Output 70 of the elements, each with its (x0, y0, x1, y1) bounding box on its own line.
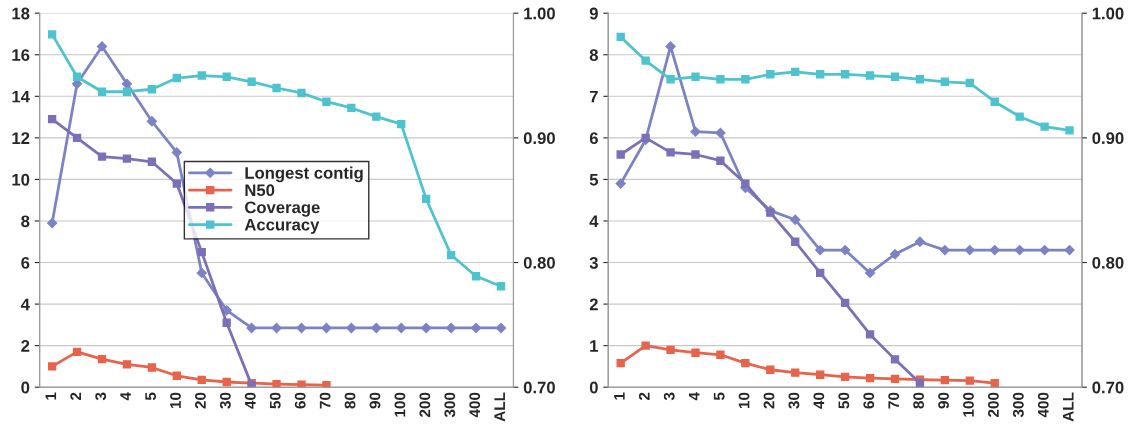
x-tick-label: 2 (638, 392, 650, 401)
y2-tick-label: 1.00 (1092, 7, 1124, 20)
x-tick-label: 100 (394, 392, 406, 417)
y-tick-label: 6 (589, 132, 598, 145)
x-tick-label: 20 (195, 392, 206, 409)
x-tick-label: 40 (244, 392, 256, 409)
x-tick-label: 300 (1012, 392, 1024, 418)
x-tick-label: 70 (319, 392, 331, 409)
x-tick-label: 70 (888, 392, 900, 409)
y-tick-label: 2 (21, 340, 30, 352)
y-tick-label: 18 (12, 7, 30, 20)
x-tick-label: 30 (219, 392, 231, 409)
y-tick-label: 4 (589, 215, 599, 228)
x-tick-label: 5 (713, 392, 725, 401)
x-tick-label: ALL (1062, 392, 1074, 422)
y-tick-label: 8 (589, 49, 598, 61)
y-tick-label: 1 (590, 340, 599, 352)
x-tick-label: 20 (763, 392, 775, 409)
y2-tick-label: 0.90 (1092, 132, 1124, 145)
x-tick-label: 60 (863, 392, 875, 409)
x-tick-label: 10 (170, 392, 181, 409)
y-tick-label: 4 (20, 298, 30, 311)
y2-tick-label: 0.80 (523, 256, 555, 269)
x-tick-label: 400 (469, 392, 481, 418)
y-tick-label: 2 (589, 298, 598, 311)
y-tick-label: 12 (12, 132, 30, 144)
y-tick-label: 6 (21, 256, 30, 269)
x-tick-label: ALL (494, 392, 505, 422)
y-tick-label: 7 (589, 90, 598, 103)
x-tick-label: 200 (419, 392, 431, 418)
y-tick-label: 5 (589, 174, 599, 186)
x-tick-label: 80 (913, 392, 925, 409)
y2-tick-label: 0.70 (523, 381, 555, 394)
y2-tick-label: 0.70 (1092, 381, 1124, 394)
x-tick-label: 400 (1037, 392, 1049, 418)
x-tick-label: 30 (788, 392, 800, 409)
x-tick-label: 2 (70, 392, 82, 401)
y-tick-label: 14 (12, 90, 30, 103)
y-tick-label: 8 (21, 215, 30, 228)
y2-tick-label: 0.80 (1092, 256, 1124, 269)
y-tick-label: 16 (12, 49, 30, 61)
y-tick-label: 3 (589, 256, 598, 269)
y-tick-label: 0 (589, 381, 598, 394)
x-tick-label: 40 (813, 392, 825, 409)
legend-label: Longest contig (245, 166, 363, 183)
x-tick-label: 90 (369, 392, 381, 409)
x-tick-label: 50 (838, 392, 850, 409)
x-tick-label: 200 (988, 392, 999, 418)
legend-label: Accuracy (244, 218, 320, 234)
x-tick-label: 60 (294, 392, 306, 409)
legend-label: N50 (245, 184, 275, 197)
x-tick-label: 50 (269, 392, 281, 409)
y-tick-label: 0 (21, 381, 30, 394)
x-tick-label: 1 (614, 392, 625, 400)
x-tick-label: 5 (145, 392, 156, 401)
x-tick-label: 3 (95, 392, 107, 401)
x-tick-label: 3 (663, 392, 675, 401)
y2-tick-label: 1.00 (524, 7, 555, 20)
x-tick-label: 100 (963, 392, 974, 417)
x-tick-label: 80 (344, 392, 356, 409)
x-tick-label: 90 (938, 392, 949, 409)
x-tick-label: 10 (738, 392, 750, 409)
x-tick-label: 1 (45, 392, 57, 400)
x-tick-label: 4 (688, 392, 700, 401)
y-tick-label: 9 (589, 7, 598, 20)
legend-label: Coverage (245, 201, 320, 217)
y-tick-label: 10 (12, 173, 30, 186)
x-tick-label: 4 (120, 392, 131, 401)
x-tick-label: 300 (444, 392, 456, 418)
y2-tick-label: 0.90 (523, 132, 555, 145)
